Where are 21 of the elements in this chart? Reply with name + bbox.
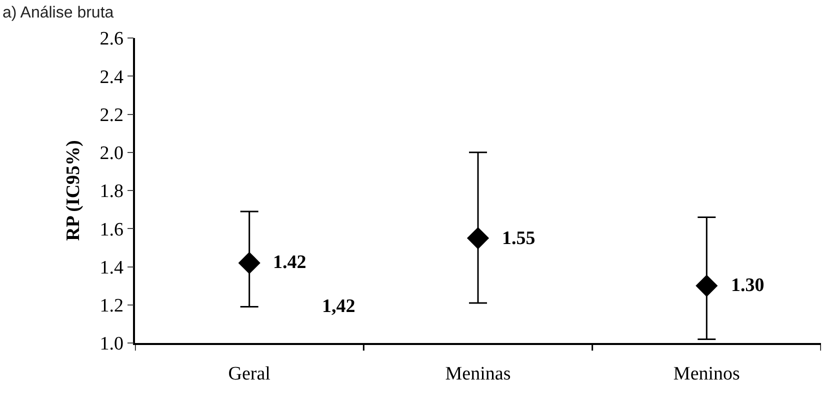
- y-tick-label: 1.0: [100, 334, 124, 355]
- y-axis-title: RP (IC95%): [63, 140, 84, 241]
- point: [696, 274, 718, 297]
- annotation: 1,42: [322, 296, 356, 317]
- y-tick-label: 2.2: [100, 104, 124, 126]
- chart-title: a) Análise bruta: [2, 4, 114, 22]
- point: [238, 252, 260, 274]
- y-tick-label: 2.0: [100, 143, 124, 164]
- point: [466, 227, 490, 250]
- y-tick-label: 1.6: [100, 219, 124, 240]
- x-tick-label: Meninas: [445, 364, 511, 385]
- data-label: 1.42: [273, 252, 306, 273]
- data-label: 1.55: [502, 228, 536, 249]
- data-label: 1.30: [731, 275, 764, 296]
- x-tick-label: Geral: [228, 364, 270, 385]
- y-tick-label: 1.2: [100, 296, 124, 317]
- x-tick-label: Meninos: [673, 364, 740, 385]
- y-tick-label: 2.6: [100, 28, 124, 50]
- y-tick-label: 2.4: [100, 66, 124, 88]
- y-tick-label: 1.4: [100, 257, 124, 278]
- y-tick-label: 1.8: [100, 181, 124, 202]
